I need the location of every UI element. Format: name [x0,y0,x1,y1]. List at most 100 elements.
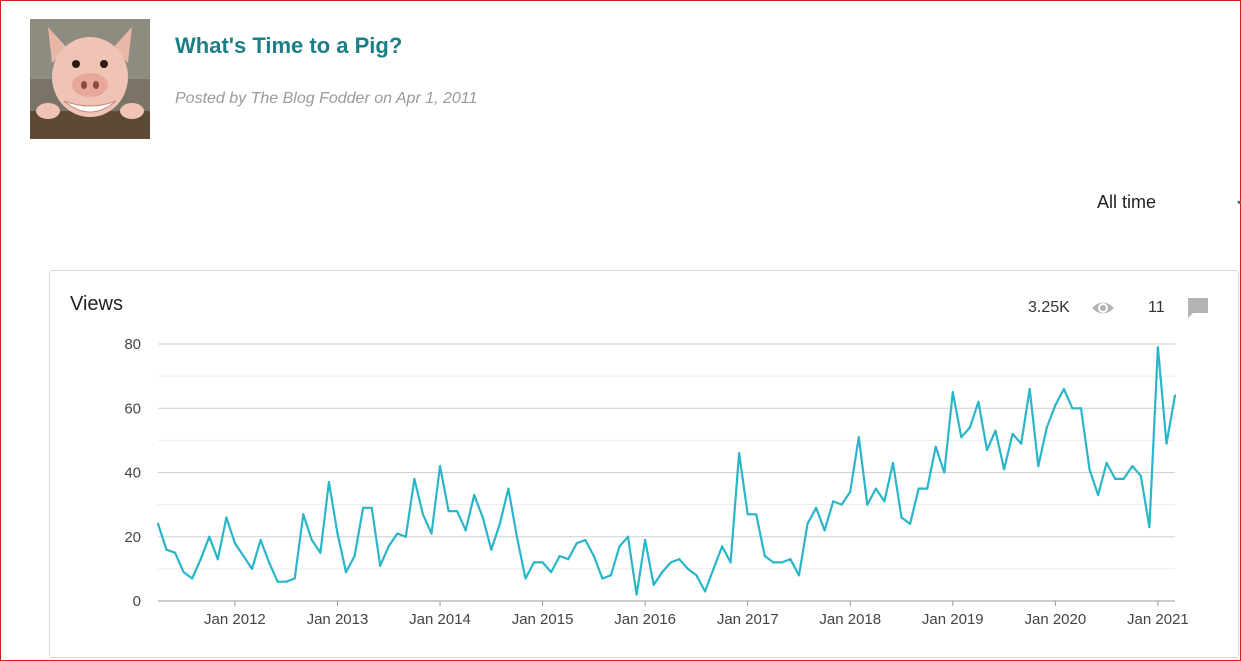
data-point [695,574,698,577]
time-range-select[interactable]: All time [1097,192,1157,212]
data-point [575,542,578,545]
data-point [532,561,536,564]
data-point [421,513,425,516]
x-tick-label: Jan 2017 [717,611,779,628]
data-point [550,570,553,574]
data-point [917,487,920,490]
data-point [507,487,510,490]
data-point [413,477,416,481]
data-point [1002,468,1006,471]
data-point [609,574,613,577]
data-point [584,538,587,542]
data-point [908,522,912,525]
data-point [353,554,356,558]
data-point [1037,464,1040,468]
chevron-down-icon[interactable]: ▾ [1237,196,1241,204]
data-point [703,590,707,593]
data-point [874,487,877,490]
data-point [182,570,185,574]
data-point [490,548,493,551]
data-point [1079,407,1083,410]
y-tick-label: 20 [124,529,141,546]
data-point [857,436,860,439]
data-point [1045,426,1048,429]
data-point [985,448,989,452]
data-point [926,487,929,490]
data-point [900,516,903,519]
data-point [370,506,373,509]
data-point [1088,468,1091,471]
data-point [233,542,237,545]
data-point [1020,442,1023,445]
x-tick-label: Jan 2016 [614,611,676,628]
data-point [891,461,895,464]
data-point [1139,474,1142,477]
data-point [216,558,219,561]
data-point [592,554,595,558]
data-point [1011,432,1014,436]
data-point [977,400,980,403]
data-point [524,577,527,580]
y-tick-label: 40 [124,465,141,482]
data-point [225,516,228,519]
data-point [814,506,818,509]
post-title-link[interactable]: What's Time to a Pig? [175,33,403,58]
data-point [259,538,262,542]
data-point [438,464,442,468]
data-point [943,471,946,474]
data-point [644,538,647,542]
data-point [567,558,570,561]
data-point [849,490,852,493]
y-tick-label: 0 [133,593,141,610]
data-point [797,574,801,577]
data-point [387,545,390,548]
data-point [156,522,160,525]
data-point [191,577,194,580]
data-point [430,532,433,535]
data-point [327,481,331,484]
x-tick-label: Jan 2012 [204,611,266,628]
data-point [319,551,322,554]
data-point [601,577,604,580]
x-tick-label: Jan 2014 [409,611,471,628]
data-point [755,513,758,516]
data-point [404,535,407,538]
data-point [729,561,732,564]
series-line-views [156,346,1177,596]
data-point [789,558,792,561]
data-point [336,532,339,535]
data-point [276,580,279,583]
data-point [1122,477,1125,481]
data-point [165,548,168,551]
data-point [199,558,202,561]
data-point [173,551,177,554]
data-point [626,535,630,538]
x-tick-label: Jan 2019 [922,611,984,628]
data-point [379,564,382,567]
comment-icon [1188,298,1208,318]
data-point [840,503,843,506]
data-point [994,429,997,432]
data-point [242,554,245,558]
data-point [823,529,826,532]
data-point [1054,403,1057,407]
data-point [738,452,741,455]
data-point [669,561,672,564]
data-point [302,513,305,516]
data-point [515,535,519,538]
x-tick-label: Jan 2018 [819,611,881,628]
views-card: Views 3.25K 11 0 20 40 60 80 Jan 2012 Jan 2013… [49,270,1239,658]
post-thumbnail[interactable] [30,19,150,139]
data-point [1062,387,1065,391]
data-point [310,538,313,542]
post-meta: Posted by The Blog Fodder on Apr 1, 2011 [175,90,478,107]
data-point [481,516,484,519]
data-point [720,545,724,548]
data-point [960,436,963,439]
data-point [780,561,783,564]
x-tick-label: Jan 2013 [307,611,369,628]
data-point [558,554,561,558]
data-point [806,522,809,525]
data-point [968,426,971,429]
x-tick-label: Jan 2015 [512,611,574,628]
